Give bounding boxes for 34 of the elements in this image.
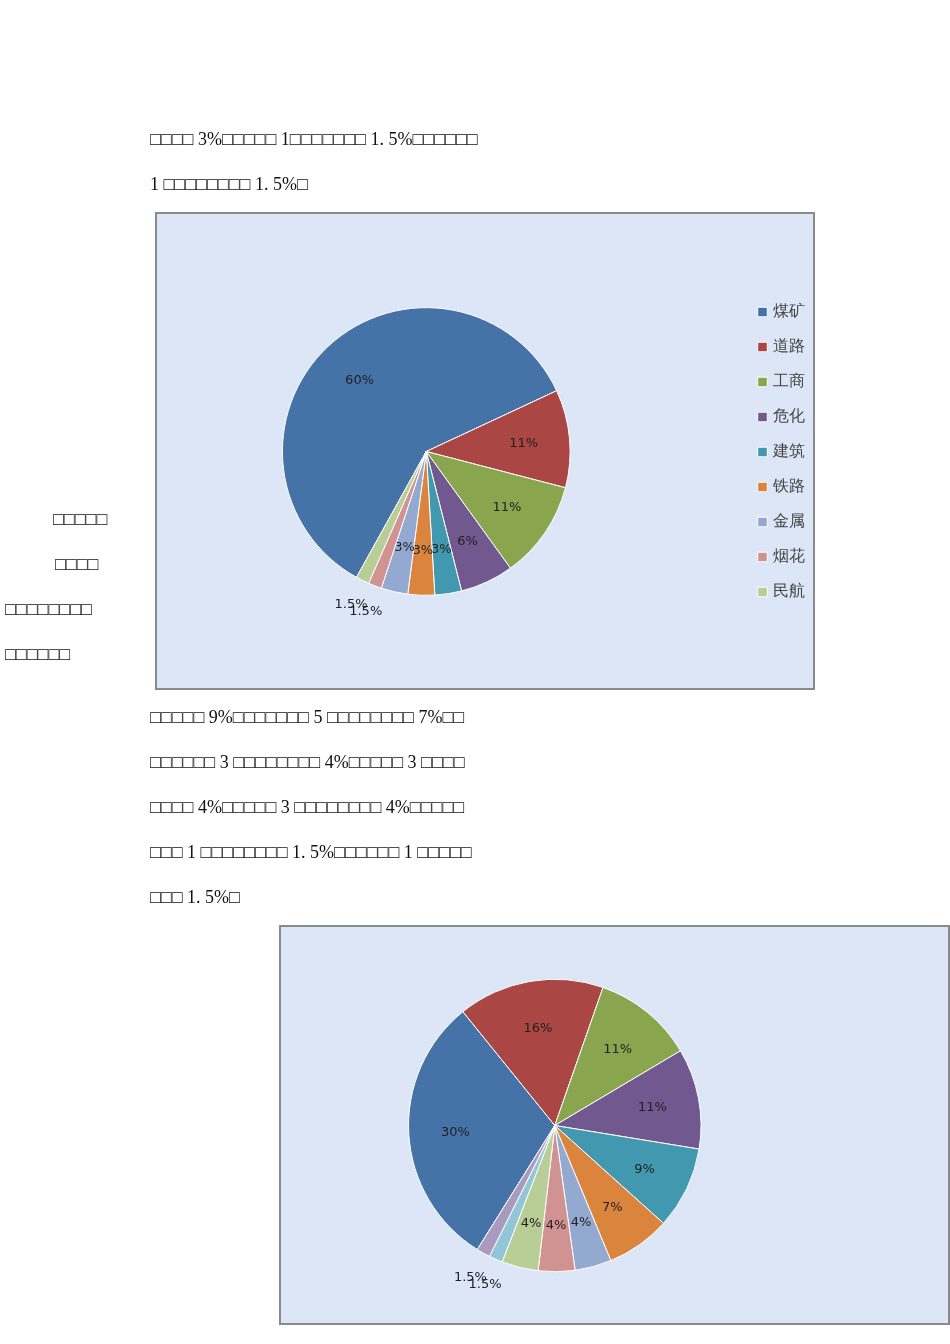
legend-label: 民航 <box>773 580 805 602</box>
data-label: 4% <box>545 1217 567 1233</box>
text: □□□□□□ <box>5 643 72 666</box>
text: □□□ 1 □□□□□□□□ 1. 5%□□□□□□ 1 □□□□□ <box>150 841 472 864</box>
text: 1 □□□□□□□□ 1. 5%□ <box>150 173 309 196</box>
text: □□□□ 4%□□□□□ 3 □□□□□□□□ 4%□□□□□ <box>150 796 466 819</box>
data-label: 11% <box>638 1099 667 1115</box>
data-label: 7% <box>601 1199 623 1215</box>
text: □□□□ 3%□□□□□ 1□□□□□□□ 1. 5%□□□□□□ <box>150 128 478 151</box>
data-label: 11% <box>492 499 522 515</box>
legend-label: 金属 <box>773 510 805 532</box>
data-label: 16% <box>523 1020 553 1036</box>
data-label: 11% <box>603 1041 633 1057</box>
text: □□□□□□ 3 □□□□□□□□ 4%□□□□□ 3 □□□□ <box>150 751 466 774</box>
legend-label: 道路 <box>773 335 805 357</box>
text: □□□□ <box>55 553 100 576</box>
text: □□□□□ 9%□□□□□□□ 5 □□□□□□□□ 7%□□ <box>150 706 466 729</box>
legend-label: 工商 <box>773 370 805 392</box>
legend-label: 煤矿 <box>773 300 805 322</box>
legend-label: 危化 <box>773 405 805 427</box>
text: □□□ 1. 5%□ <box>150 886 241 909</box>
text: □□□□□ <box>53 508 108 531</box>
legend-label: 铁路 <box>773 475 805 497</box>
data-label: 30% <box>441 1123 470 1139</box>
data-label: 6% <box>457 532 478 548</box>
data-label: 4% <box>520 1214 542 1230</box>
legend-label: 烟花 <box>773 545 805 567</box>
data-label: 4% <box>570 1213 592 1229</box>
data-label: 11% <box>509 435 539 451</box>
data-label: 60% <box>345 372 375 388</box>
data-label: 9% <box>634 1161 655 1177</box>
text: □□□□□□□□ <box>5 598 93 621</box>
legend-label: 建筑 <box>773 440 805 462</box>
data-label: 3% <box>394 539 415 555</box>
